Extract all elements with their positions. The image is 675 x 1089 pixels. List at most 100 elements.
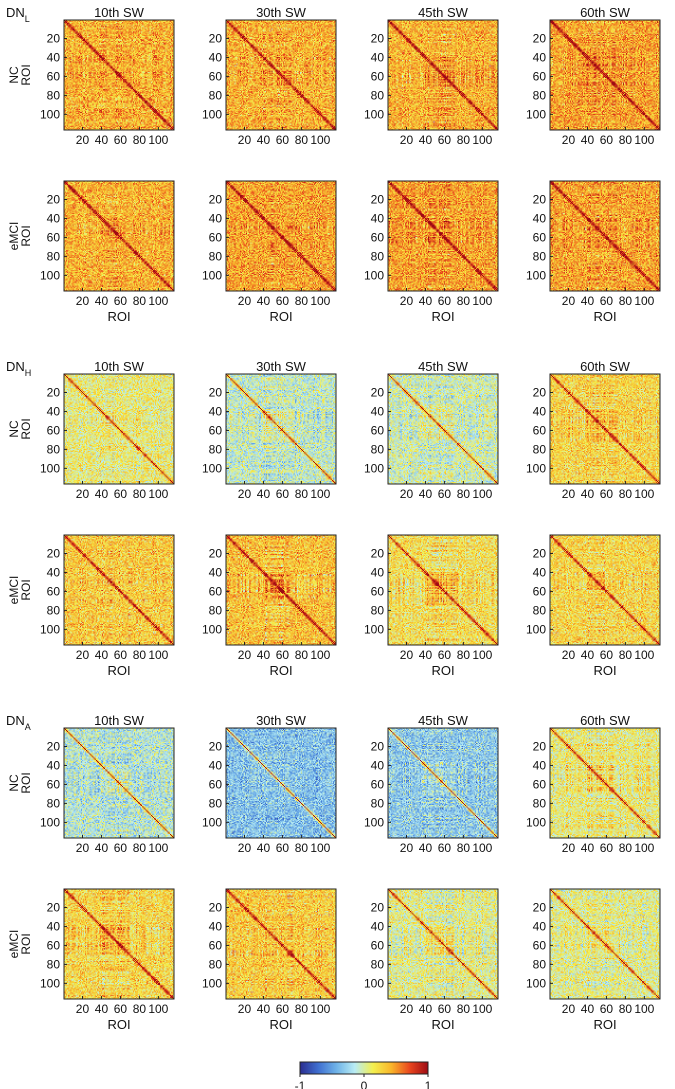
matrix-frame [549,534,661,646]
x-axis-label: ROI [431,663,454,678]
y-tick-label: 80 [371,442,385,456]
y-tick-label: 20 [533,900,547,914]
x-tick-label: 60 [438,294,452,308]
y-tick-label: 80 [209,249,223,263]
x-tick-label: 80 [457,487,471,501]
correlation-matrix [550,374,660,484]
y-tick-label: 60 [47,584,61,598]
y-tick-label: 100 [202,976,222,990]
correlation-matrix [64,889,174,999]
x-axis-label: ROI [593,663,616,678]
column-header: 45th SW [418,5,469,20]
x-tick-label: 60 [600,648,614,662]
y-tick-label: 100 [364,107,384,121]
x-tick-label: 80 [619,648,633,662]
matrix-frame [387,534,499,646]
x-tick-label: 60 [600,487,614,501]
y-axis-label: ROI [19,579,33,600]
group-label: eMCI [7,222,21,251]
y-axis-label: ROI [19,225,33,246]
y-tick-label: 40 [47,565,61,579]
x-tick-label: 40 [95,648,109,662]
x-tick-label: 100 [148,841,168,855]
x-tick-label: 80 [133,487,147,501]
y-tick-label: 60 [209,423,223,437]
y-tick-label: 80 [533,957,547,971]
y-tick-label: 20 [371,900,385,914]
x-tick-label: 60 [276,487,290,501]
x-tick-label: 80 [295,487,309,501]
matrix-frame [225,888,337,1000]
y-tick-label: 80 [209,442,223,456]
y-tick-label: 100 [40,976,60,990]
x-tick-label: 20 [238,487,252,501]
x-tick-label: 100 [310,841,330,855]
x-tick-label: 20 [76,841,90,855]
correlation-matrix [550,181,660,291]
y-tick-label: 40 [371,758,385,772]
x-tick-label: 100 [634,1002,654,1016]
x-axis-label: ROI [593,309,616,324]
matrix-frame [387,727,499,839]
y-tick-label: 20 [47,900,61,914]
y-tick-label: 60 [371,423,385,437]
x-tick-label: 20 [238,294,252,308]
x-tick-label: 80 [295,1002,309,1016]
y-tick-label: 100 [202,107,222,121]
y-tick-label: 40 [533,919,547,933]
x-tick-label: 100 [634,133,654,147]
x-tick-label: 40 [95,841,109,855]
x-tick-label: 80 [457,1002,471,1016]
x-tick-label: 60 [600,294,614,308]
matrix-frame [63,19,175,131]
y-tick-label: 60 [209,777,223,791]
x-tick-label: 80 [295,294,309,308]
y-tick-label: 40 [209,565,223,579]
y-tick-label: 40 [533,211,547,225]
x-tick-label: 80 [457,294,471,308]
y-tick-label: 60 [209,584,223,598]
y-tick-label: 80 [47,249,61,263]
x-tick-label: 80 [619,294,633,308]
y-tick-label: 20 [371,546,385,560]
y-tick-label: 40 [209,50,223,64]
correlation-matrix [226,20,336,130]
matrix-frame [225,534,337,646]
x-tick-label: 80 [133,133,147,147]
x-tick-label: 100 [148,487,168,501]
y-tick-label: 60 [47,230,61,244]
y-tick-label: 60 [533,69,547,83]
x-tick-label: 60 [600,133,614,147]
y-tick-label: 60 [533,777,547,791]
x-axis-label: ROI [269,309,292,324]
x-tick-label: 20 [76,294,90,308]
panel-label: DNA [6,713,31,732]
y-tick-label: 20 [209,900,223,914]
matrix-frame [63,180,175,292]
y-tick-label: 60 [533,423,547,437]
y-tick-label: 20 [47,192,61,206]
column-header: 30th SW [256,359,307,374]
y-tick-label: 80 [47,88,61,102]
x-tick-label: 100 [148,133,168,147]
colorbar-tick-label: -1 [295,1079,306,1089]
x-tick-label: 100 [148,1002,168,1016]
x-axis-label: ROI [269,663,292,678]
y-tick-label: 60 [47,777,61,791]
correlation-matrix [226,728,336,838]
y-tick-label: 20 [533,31,547,45]
x-tick-label: 60 [438,841,452,855]
y-tick-label: 40 [371,50,385,64]
y-tick-label: 20 [533,192,547,206]
y-tick-label: 60 [209,230,223,244]
x-tick-label: 20 [76,1002,90,1016]
y-tick-label: 80 [371,603,385,617]
y-tick-label: 40 [209,404,223,418]
x-axis-label: ROI [269,1017,292,1032]
x-tick-label: 60 [114,487,128,501]
y-tick-label: 100 [202,815,222,829]
y-tick-label: 20 [371,192,385,206]
correlation-matrix [550,535,660,645]
y-tick-label: 20 [209,546,223,560]
